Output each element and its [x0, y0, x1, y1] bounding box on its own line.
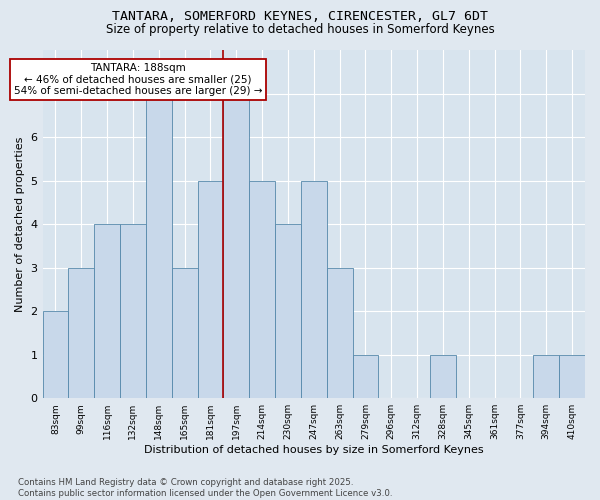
- Bar: [249, 180, 275, 398]
- Bar: [120, 224, 146, 398]
- Bar: [559, 354, 585, 398]
- Bar: [68, 268, 94, 398]
- Bar: [94, 224, 120, 398]
- Bar: [533, 354, 559, 398]
- Bar: [301, 180, 326, 398]
- Bar: [353, 354, 379, 398]
- Text: Contains HM Land Registry data © Crown copyright and database right 2025.
Contai: Contains HM Land Registry data © Crown c…: [18, 478, 392, 498]
- Bar: [172, 268, 197, 398]
- Bar: [43, 311, 68, 398]
- Bar: [146, 94, 172, 398]
- Bar: [430, 354, 456, 398]
- Y-axis label: Number of detached properties: Number of detached properties: [15, 136, 25, 312]
- Bar: [197, 180, 223, 398]
- Bar: [326, 268, 353, 398]
- X-axis label: Distribution of detached houses by size in Somerford Keynes: Distribution of detached houses by size …: [144, 445, 484, 455]
- Text: Size of property relative to detached houses in Somerford Keynes: Size of property relative to detached ho…: [106, 22, 494, 36]
- Bar: [223, 94, 249, 398]
- Text: TANTARA, SOMERFORD KEYNES, CIRENCESTER, GL7 6DT: TANTARA, SOMERFORD KEYNES, CIRENCESTER, …: [112, 10, 488, 23]
- Bar: [275, 224, 301, 398]
- Text: TANTARA: 188sqm
← 46% of detached houses are smaller (25)
54% of semi-detached h: TANTARA: 188sqm ← 46% of detached houses…: [14, 63, 262, 96]
